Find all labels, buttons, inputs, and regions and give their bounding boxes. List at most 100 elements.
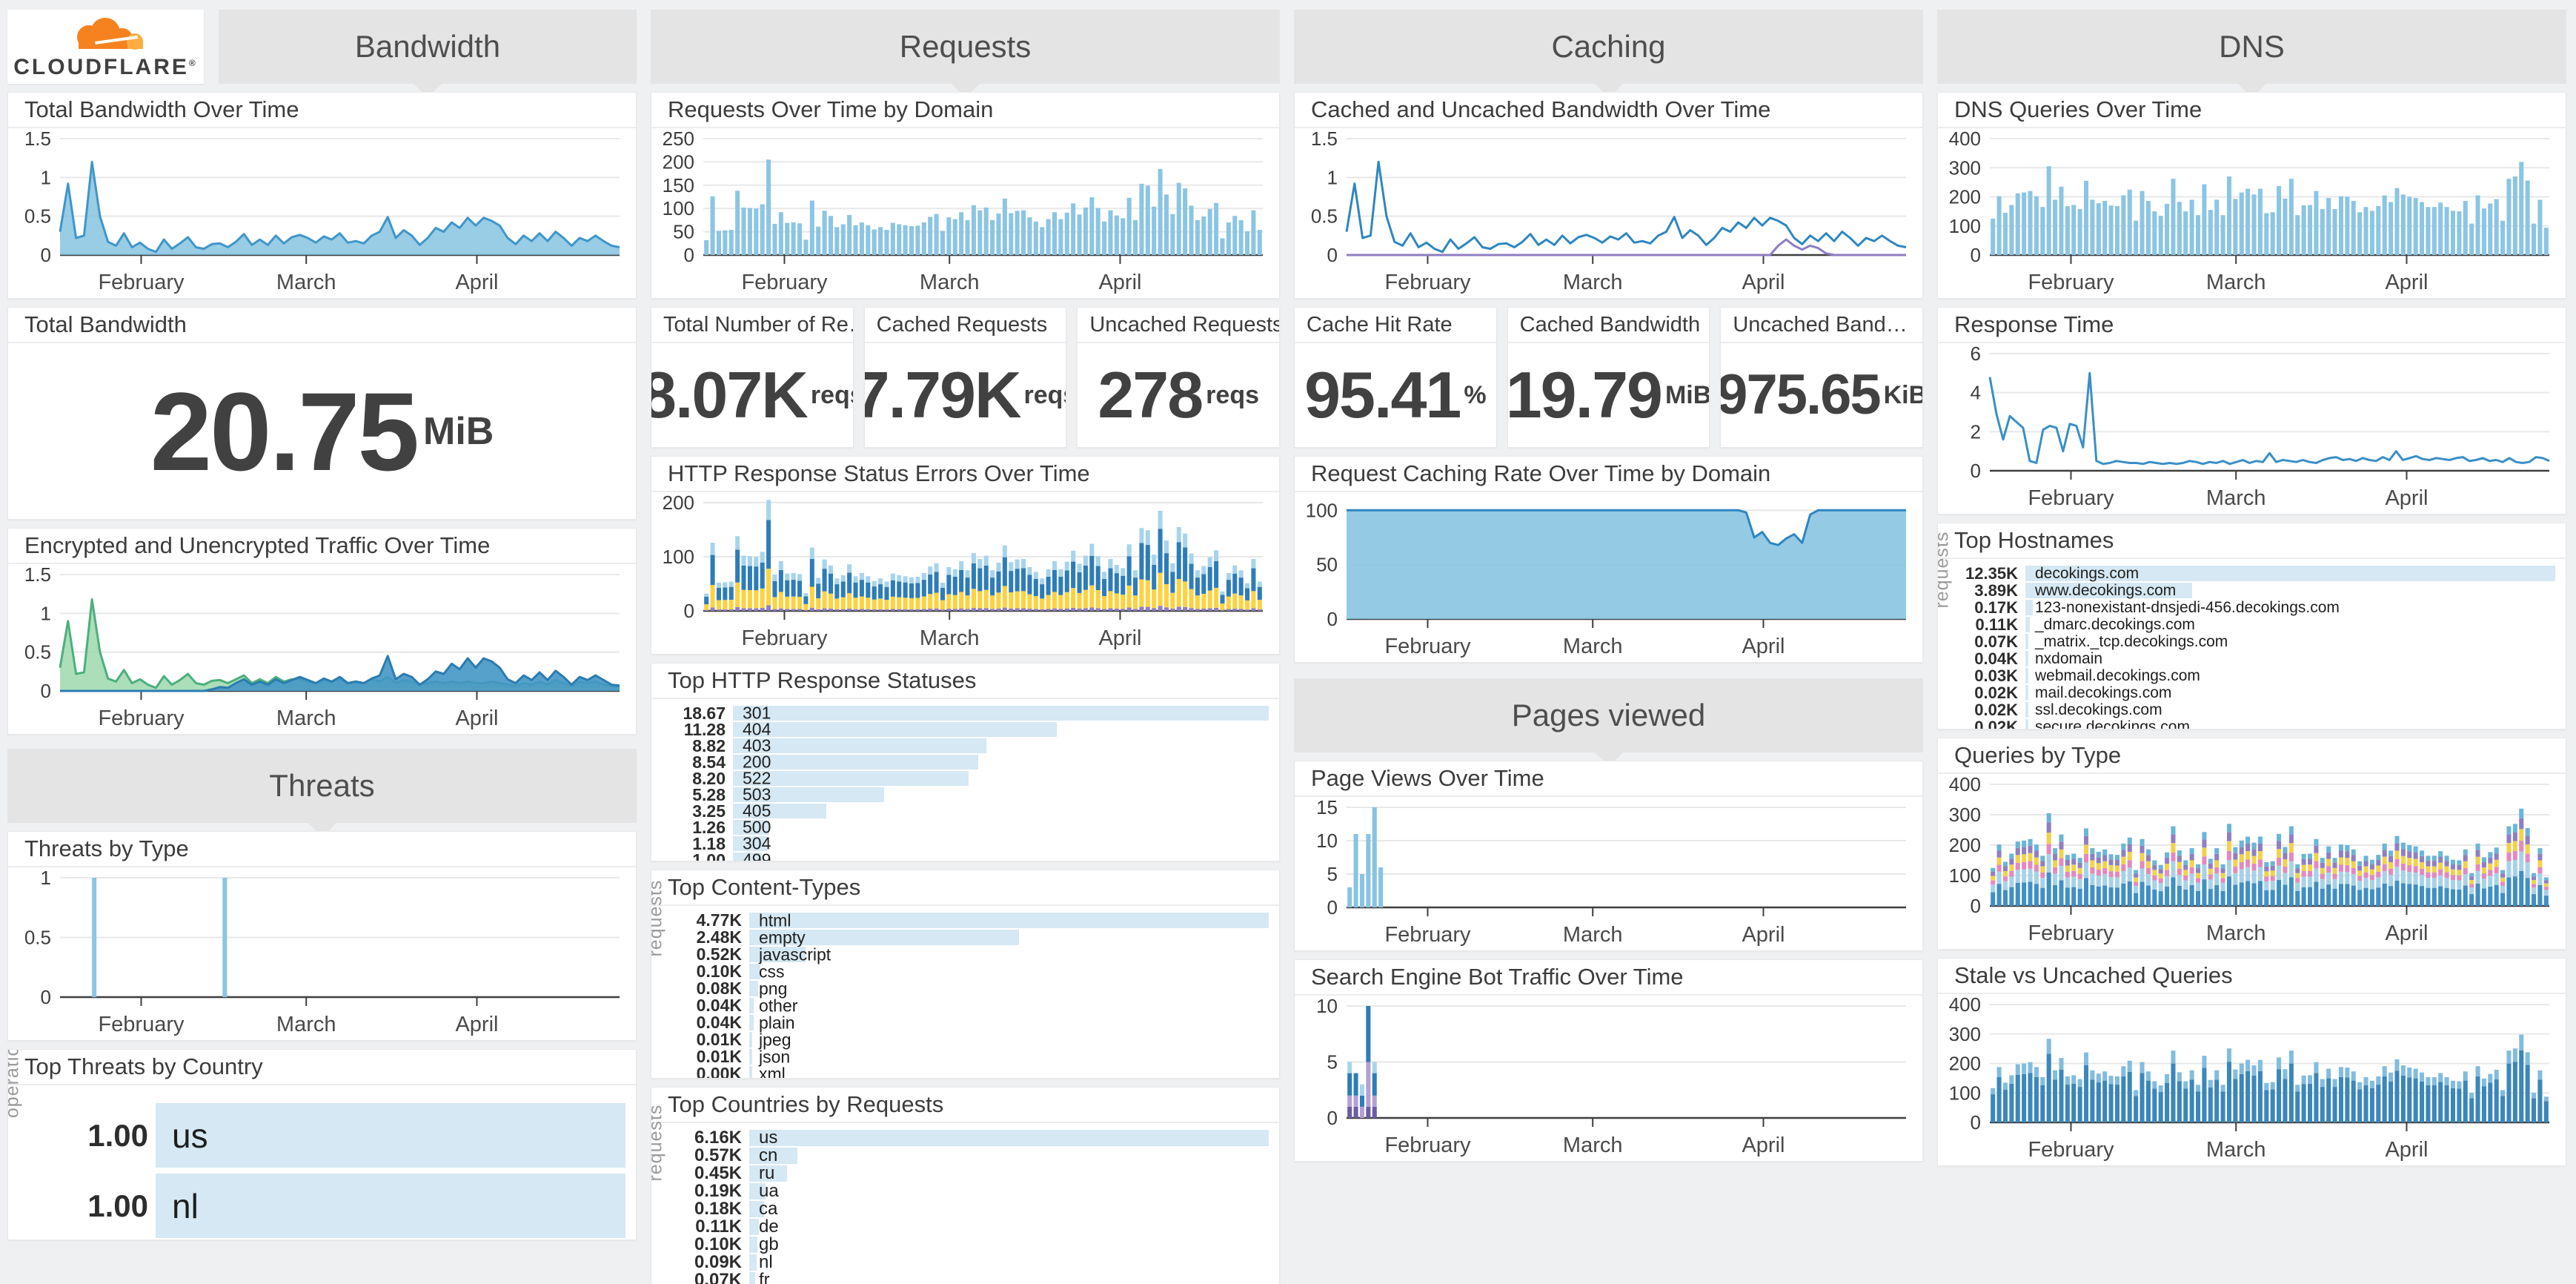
- item-value: 12.35K: [1965, 563, 2018, 583]
- svg-text:150: 150: [663, 174, 694, 196]
- section-header-pages-viewed[interactable]: Pages viewed: [1294, 678, 1923, 767]
- search-bot-traffic-chart: 0 5 10 February March April: [1295, 995, 1922, 1161]
- item-label: json: [759, 1047, 791, 1066]
- item-bar: [733, 820, 769, 835]
- item-bar: [2025, 634, 2029, 649]
- item-bar: [733, 706, 1269, 721]
- request-caching-rate-chart: 0 50 100 February March April: [1295, 492, 1922, 662]
- list-item: 0.03K webmail.decokings.com: [1938, 666, 2555, 685]
- stat-value: 19.79: [1507, 358, 1663, 431]
- panel-title: DNS Queries Over Time: [1938, 93, 2566, 128]
- column-bandwidth: CLOUDFLARE® Bandwidth Total Bandwidth Ov…: [7, 10, 637, 1284]
- item-label: jpeg: [759, 1030, 791, 1049]
- panel-title: Encrypted and Unencrypted Traffic Over T…: [8, 529, 636, 564]
- svg-text:March: March: [276, 271, 336, 294]
- stat-unit: %: [1464, 380, 1487, 409]
- svg-text:1.5: 1.5: [1311, 128, 1338, 150]
- top-countries-list: 6.16K us 0.57K cn 0.45K ru 0.19K ua 0.18K ca 0.11K…: [651, 1123, 1279, 1284]
- section-header-requests[interactable]: Requests: [651, 10, 1280, 98]
- panel-requests-over-time: Requests Over Time by Domain 0 50 100 150 20…: [651, 92, 1280, 299]
- item-value: 0.07K: [694, 1270, 742, 1284]
- svg-text:March: March: [276, 1013, 336, 1036]
- panel-title: Total Number of Re…: [651, 308, 853, 343]
- item-label: png: [759, 979, 788, 998]
- item-label: cn: [759, 1145, 778, 1165]
- svg-text:February: February: [741, 271, 828, 294]
- svg-text:0.5: 0.5: [24, 927, 51, 949]
- stat-unit: MiB: [423, 409, 494, 453]
- section-header-dns[interactable]: DNS: [1937, 10, 2566, 98]
- list-item: 8.54 200: [651, 752, 1269, 772]
- list-item: 3.25 405: [651, 801, 1269, 821]
- item-label: us: [172, 1116, 208, 1155]
- svg-text:0: 0: [1327, 1107, 1338, 1129]
- svg-text:0: 0: [41, 680, 51, 702]
- item-value: 0.11K: [695, 1217, 742, 1237]
- item-bar: [156, 1173, 625, 1239]
- list-item: 0.02K mail.decokings.com: [1938, 683, 2555, 702]
- panel-title: Top Content-Types: [651, 870, 1279, 906]
- item-bar: [733, 755, 978, 770]
- total-bandwidth-over-time-chart: 0 0.5 1 1.5 February March April: [8, 128, 636, 298]
- item-bar: [2025, 583, 2193, 598]
- svg-text:100: 100: [1949, 864, 1981, 887]
- svg-text:April: April: [2385, 1138, 2428, 1162]
- panel-cached-requests: Cached Requests 7.79K reqs: [863, 307, 1067, 448]
- svg-text:0: 0: [1971, 460, 1981, 482]
- section-header-caching[interactable]: Caching: [1294, 10, 1923, 98]
- stat-value: 975.65: [1720, 363, 1881, 426]
- item-value: 0.02K: [1974, 700, 2018, 719]
- stat-value: 95.41: [1304, 358, 1461, 431]
- item-value: 0.11K: [1975, 615, 2019, 634]
- item-bar: [733, 853, 762, 861]
- item-label: 403: [743, 735, 771, 755]
- list-item: 2.48K empty: [651, 927, 1269, 947]
- panel-uncached-requests: Uncached Requests 278 reqs: [1077, 307, 1281, 448]
- top-hostnames-list: 12.35K decokings.com 3.89K www.decokings.co…: [1938, 559, 2566, 729]
- item-label: xml: [759, 1064, 786, 1078]
- list-item: 0.17K 123-nonexistant-dnsjedi-456.decokin…: [1938, 598, 2555, 617]
- list-item: 1.18 304: [651, 833, 1269, 853]
- item-label: _dmarc.decokings.com: [2035, 615, 2195, 633]
- item-value: 0.04K: [696, 1013, 742, 1032]
- item-label: 304: [743, 833, 771, 853]
- list-item: 0.07K fr: [651, 1270, 1269, 1284]
- item-bar: [749, 1015, 754, 1030]
- svg-text:0: 0: [684, 244, 694, 266]
- svg-text:1.5: 1.5: [24, 564, 51, 586]
- item-label: plain: [759, 1013, 795, 1032]
- item-value: 0.02K: [1974, 683, 2018, 702]
- item-bar: [749, 1148, 797, 1164]
- panel-search-bot-traffic: Search Engine Bot Traffic Over Time 0 5 10…: [1294, 959, 1923, 1162]
- item-bar: [733, 722, 1057, 737]
- svg-text:March: March: [2206, 486, 2266, 510]
- panel-title: Response Time: [1938, 308, 2566, 343]
- cloudflare-logo: CLOUDFLARE®: [7, 10, 204, 84]
- cached-uncached-bw-chart: 0 0.5 1 1.5 February March April: [1295, 128, 1922, 298]
- y-axis-label: requests: [651, 879, 666, 957]
- panel-title: Cache Hit Rate: [1295, 308, 1496, 343]
- panel-page-views: Page Views Over Time 0 5 10 15 February March…: [1294, 761, 1923, 951]
- item-bar: [749, 1219, 759, 1235]
- svg-text:0: 0: [1327, 896, 1338, 919]
- svg-text:February: February: [2028, 486, 2114, 510]
- panel-title: Uncached Requests: [1078, 308, 1280, 343]
- encrypted-traffic-chart: 0 0.5 1 1.5 February March April: [8, 563, 636, 734]
- panel-uncached-bandwidth: Uncached Band… 975.65 KiB: [1720, 307, 1924, 448]
- panel-title: Requests Over Time by Domain: [651, 93, 1279, 128]
- item-value: 1.00: [87, 1117, 148, 1153]
- svg-text:April: April: [455, 1013, 498, 1036]
- stale-uncached-chart: 0 100 200 300 400 February March April: [1938, 993, 2566, 1165]
- item-label: nl: [759, 1252, 773, 1272]
- panel-title: Total Bandwidth: [8, 308, 636, 343]
- item-bar: [2025, 668, 2029, 684]
- section-header-bandwidth[interactable]: Bandwidth: [219, 10, 637, 98]
- cloudflare-cloud-icon: [76, 18, 143, 50]
- panel-title: Top Hostnames: [1938, 523, 2566, 559]
- item-bar: [749, 1049, 753, 1065]
- list-item: 0.19K ua: [651, 1181, 1269, 1201]
- svg-text:0: 0: [1971, 1111, 1981, 1134]
- svg-text:400: 400: [1949, 774, 1981, 795]
- section-header-threats[interactable]: Threats: [7, 749, 637, 837]
- svg-text:April: April: [2385, 486, 2428, 510]
